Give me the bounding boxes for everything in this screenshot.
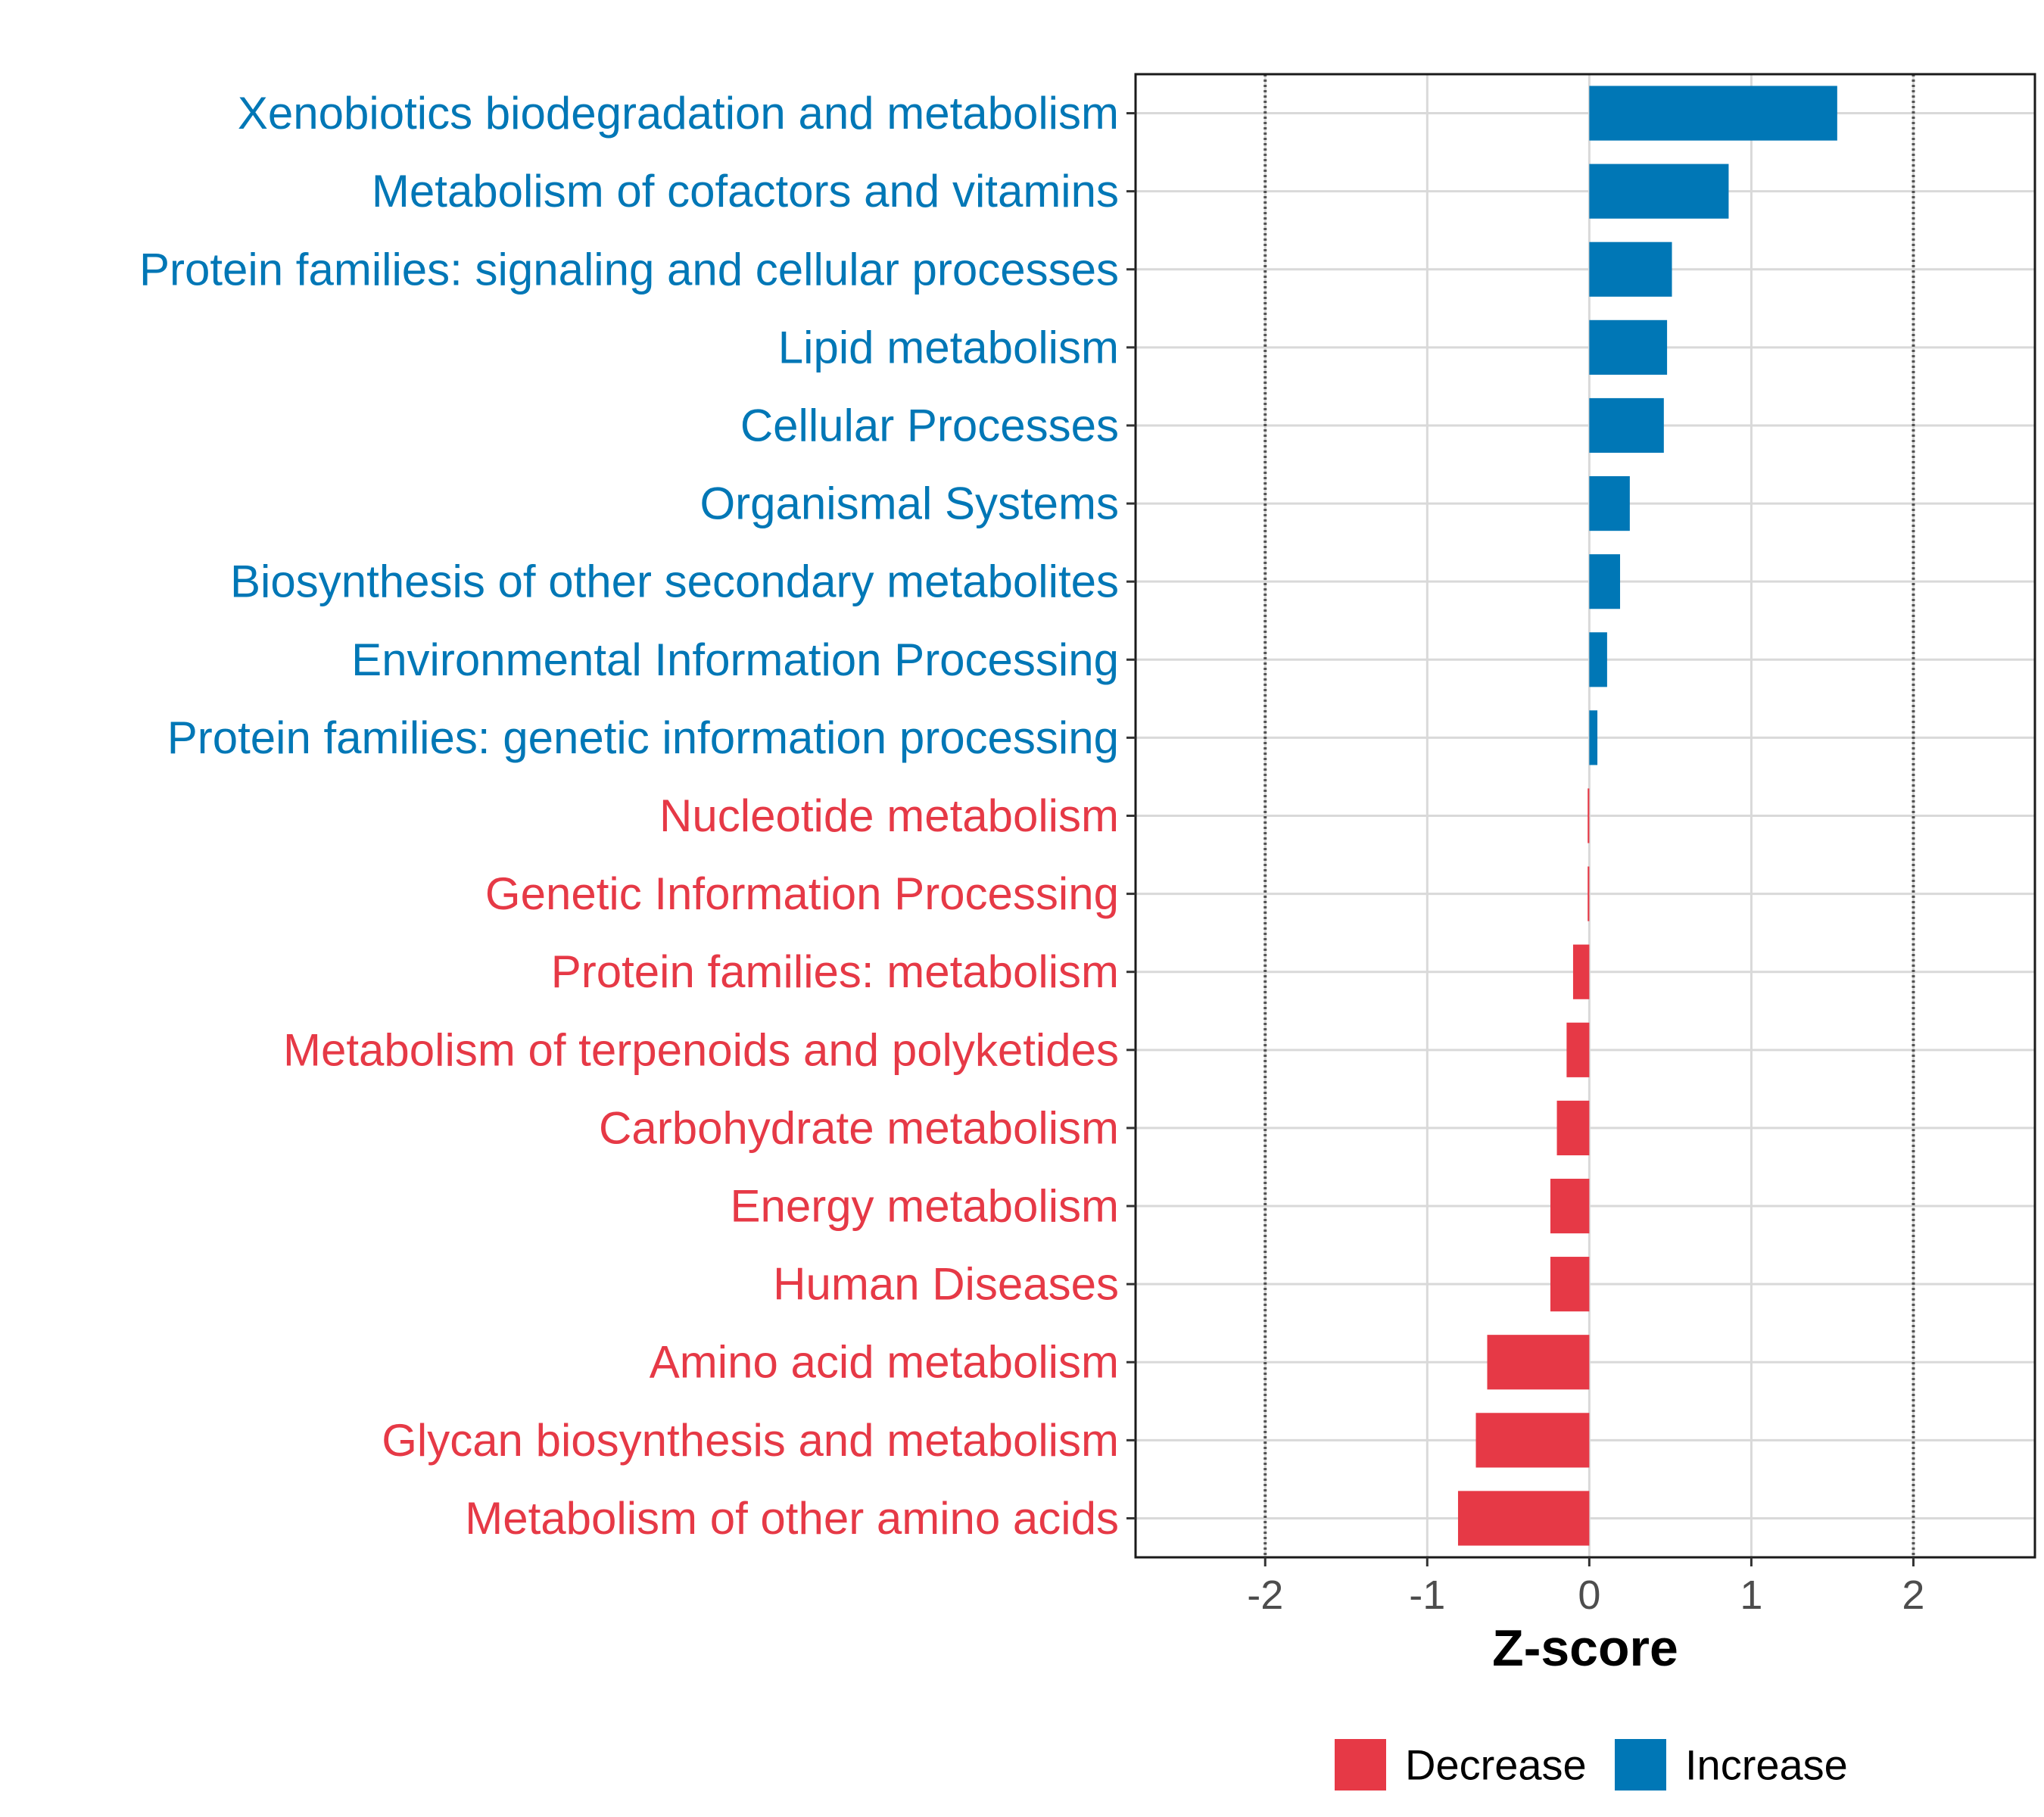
legend-swatch-decrease bbox=[1335, 1739, 1386, 1791]
bar-decrease bbox=[1475, 1413, 1590, 1468]
legend-swatch-increase bbox=[1615, 1739, 1666, 1791]
bar-decrease bbox=[1588, 788, 1590, 843]
category-label: Protein families: signaling and cellular… bbox=[139, 244, 1119, 295]
bar-decrease bbox=[1572, 944, 1590, 999]
category-label: Protein families: metabolism bbox=[551, 946, 1119, 997]
legend: Decrease Increase bbox=[1335, 1739, 1848, 1791]
category-label: Human Diseases bbox=[773, 1259, 1119, 1310]
x-axis: -2 -1 0 1 2 bbox=[1247, 1557, 1924, 1618]
category-label: Xenobiotics biodegradation and metabolis… bbox=[238, 88, 1119, 139]
x-axis-title: Z-score bbox=[1492, 1619, 1678, 1677]
bar-decrease bbox=[1457, 1491, 1590, 1546]
bar-decrease bbox=[1566, 1022, 1590, 1077]
x-tick-label: 1 bbox=[1740, 1572, 1762, 1618]
category-label: Energy metabolism bbox=[730, 1181, 1119, 1232]
legend-label-decrease: Decrease bbox=[1405, 1741, 1587, 1789]
x-tick-label: 2 bbox=[1902, 1572, 1924, 1618]
legend-label-increase: Increase bbox=[1685, 1741, 1848, 1789]
bar-increase bbox=[1589, 164, 1729, 219]
bar-increase bbox=[1589, 554, 1621, 609]
category-label: Metabolism of other amino acids bbox=[465, 1493, 1119, 1544]
bar-increase bbox=[1589, 632, 1607, 687]
bar-decrease bbox=[1556, 1100, 1590, 1156]
bar-decrease bbox=[1588, 866, 1590, 921]
x-tick-label: -2 bbox=[1247, 1572, 1283, 1618]
category-label: Amino acid metabolism bbox=[650, 1337, 1119, 1388]
category-label: Cellular Processes bbox=[740, 400, 1119, 450]
category-label: Glycan biosynthesis and metabolism bbox=[382, 1415, 1119, 1466]
category-label: Organismal Systems bbox=[700, 478, 1119, 529]
bar-decrease bbox=[1487, 1335, 1590, 1390]
category-label: Biosynthesis of other secondary metaboli… bbox=[230, 556, 1119, 607]
x-tick-label: 0 bbox=[1578, 1572, 1600, 1618]
category-label: Protein families: genetic information pr… bbox=[167, 712, 1119, 763]
bar-increase bbox=[1589, 242, 1672, 297]
bar-increase bbox=[1589, 475, 1630, 531]
category-label: Carbohydrate metabolism bbox=[599, 1102, 1119, 1153]
bar-decrease bbox=[1550, 1257, 1590, 1312]
category-label: Genetic Information Processing bbox=[485, 868, 1119, 919]
bar-increase bbox=[1589, 319, 1668, 375]
category-label: Metabolism of terpenoids and polyketides bbox=[283, 1024, 1119, 1075]
category-label: Metabolism of cofactors and vitamins bbox=[372, 166, 1119, 217]
y-axis-labels: Xenobiotics biodegradation and metabolis… bbox=[139, 88, 1136, 1544]
x-tick-label: -1 bbox=[1409, 1572, 1445, 1618]
bars-layer bbox=[1457, 86, 1837, 1546]
bar-increase bbox=[1589, 86, 1837, 141]
bar-decrease bbox=[1550, 1178, 1590, 1234]
category-label: Nucleotide metabolism bbox=[659, 790, 1119, 841]
bar-increase bbox=[1589, 710, 1598, 765]
category-label: Environmental Information Processing bbox=[351, 634, 1119, 685]
category-label: Lipid metabolism bbox=[778, 322, 1119, 372]
bar-increase bbox=[1589, 397, 1664, 453]
